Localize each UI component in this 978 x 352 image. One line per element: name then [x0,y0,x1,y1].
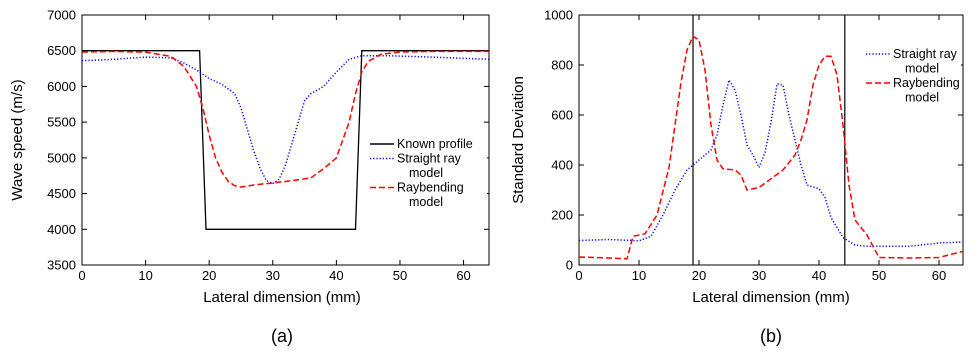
panel-label-b: (b) [760,326,782,346]
series-line-straight-ray [579,78,963,248]
x-tick-label: 0 [575,268,582,283]
x-tick-label: 10 [632,268,646,283]
y-tick-label: 6000 [47,79,76,94]
x-tick-label: 30 [752,268,766,283]
y-tick-label: 1000 [544,8,573,23]
x-tick-label: 0 [78,268,85,283]
legend-background [862,46,961,110]
y-tick-label: 400 [551,158,573,173]
y-tick-label: 800 [551,58,573,73]
x-tick-label: 50 [393,268,407,283]
plot-frame [81,14,490,266]
x-tick-label: 10 [138,268,152,283]
x-tick-label: 60 [456,268,470,283]
x-tick-label: 50 [872,268,886,283]
y-tick-label: 4000 [47,222,76,237]
panel-label-a: (a) [271,326,293,346]
legend-label: model [905,91,939,105]
legend-background [366,136,487,215]
x-tick-label: 20 [692,268,706,283]
series-line-raybending [579,35,963,260]
x-tick-label: 40 [329,268,343,283]
legend-label: model [409,195,443,209]
y-tick-label: 4500 [47,186,76,201]
y-tick-label: 3500 [47,258,76,273]
legend-label: model [905,62,939,76]
x-tick-label: 60 [932,268,946,283]
y-tick-label: 6500 [47,43,76,58]
series-line-raybending [82,50,489,188]
plot-frame [578,14,964,266]
y-tick-label: 7000 [47,8,76,23]
chart-panel-a: 0 10 20 30 40 50 60 3500 4000 4500 5000 5500 6000 650… [47,8,490,283]
x-axis-label-b: Lateral dimension (mm) [692,289,850,306]
y-tick-label: 5000 [47,150,76,165]
legend-label: Straight ray [893,47,958,61]
legend-label: Raybending [397,181,464,195]
y-axis-label-a: Wave speed (m/s) [9,79,26,200]
legend-label: Straight ray [397,152,462,166]
series-line-known-profile [82,50,489,230]
x-tick-label: 20 [202,268,216,283]
x-tick-label: 30 [266,268,280,283]
y-axis-label-b: Standard Deviation [510,76,527,204]
legend-label: model [409,166,443,180]
y-tick-label: 600 [551,108,573,123]
x-axis-label-a: Lateral dimension (mm) [203,289,361,306]
legend-label: Raybending [893,76,960,90]
y-tick-label: 200 [551,208,573,223]
y-tick-label: 0 [566,258,573,273]
y-tick-label: 5500 [47,115,76,130]
legend-label: Known profile [397,137,473,151]
x-tick-label: 40 [812,268,826,283]
